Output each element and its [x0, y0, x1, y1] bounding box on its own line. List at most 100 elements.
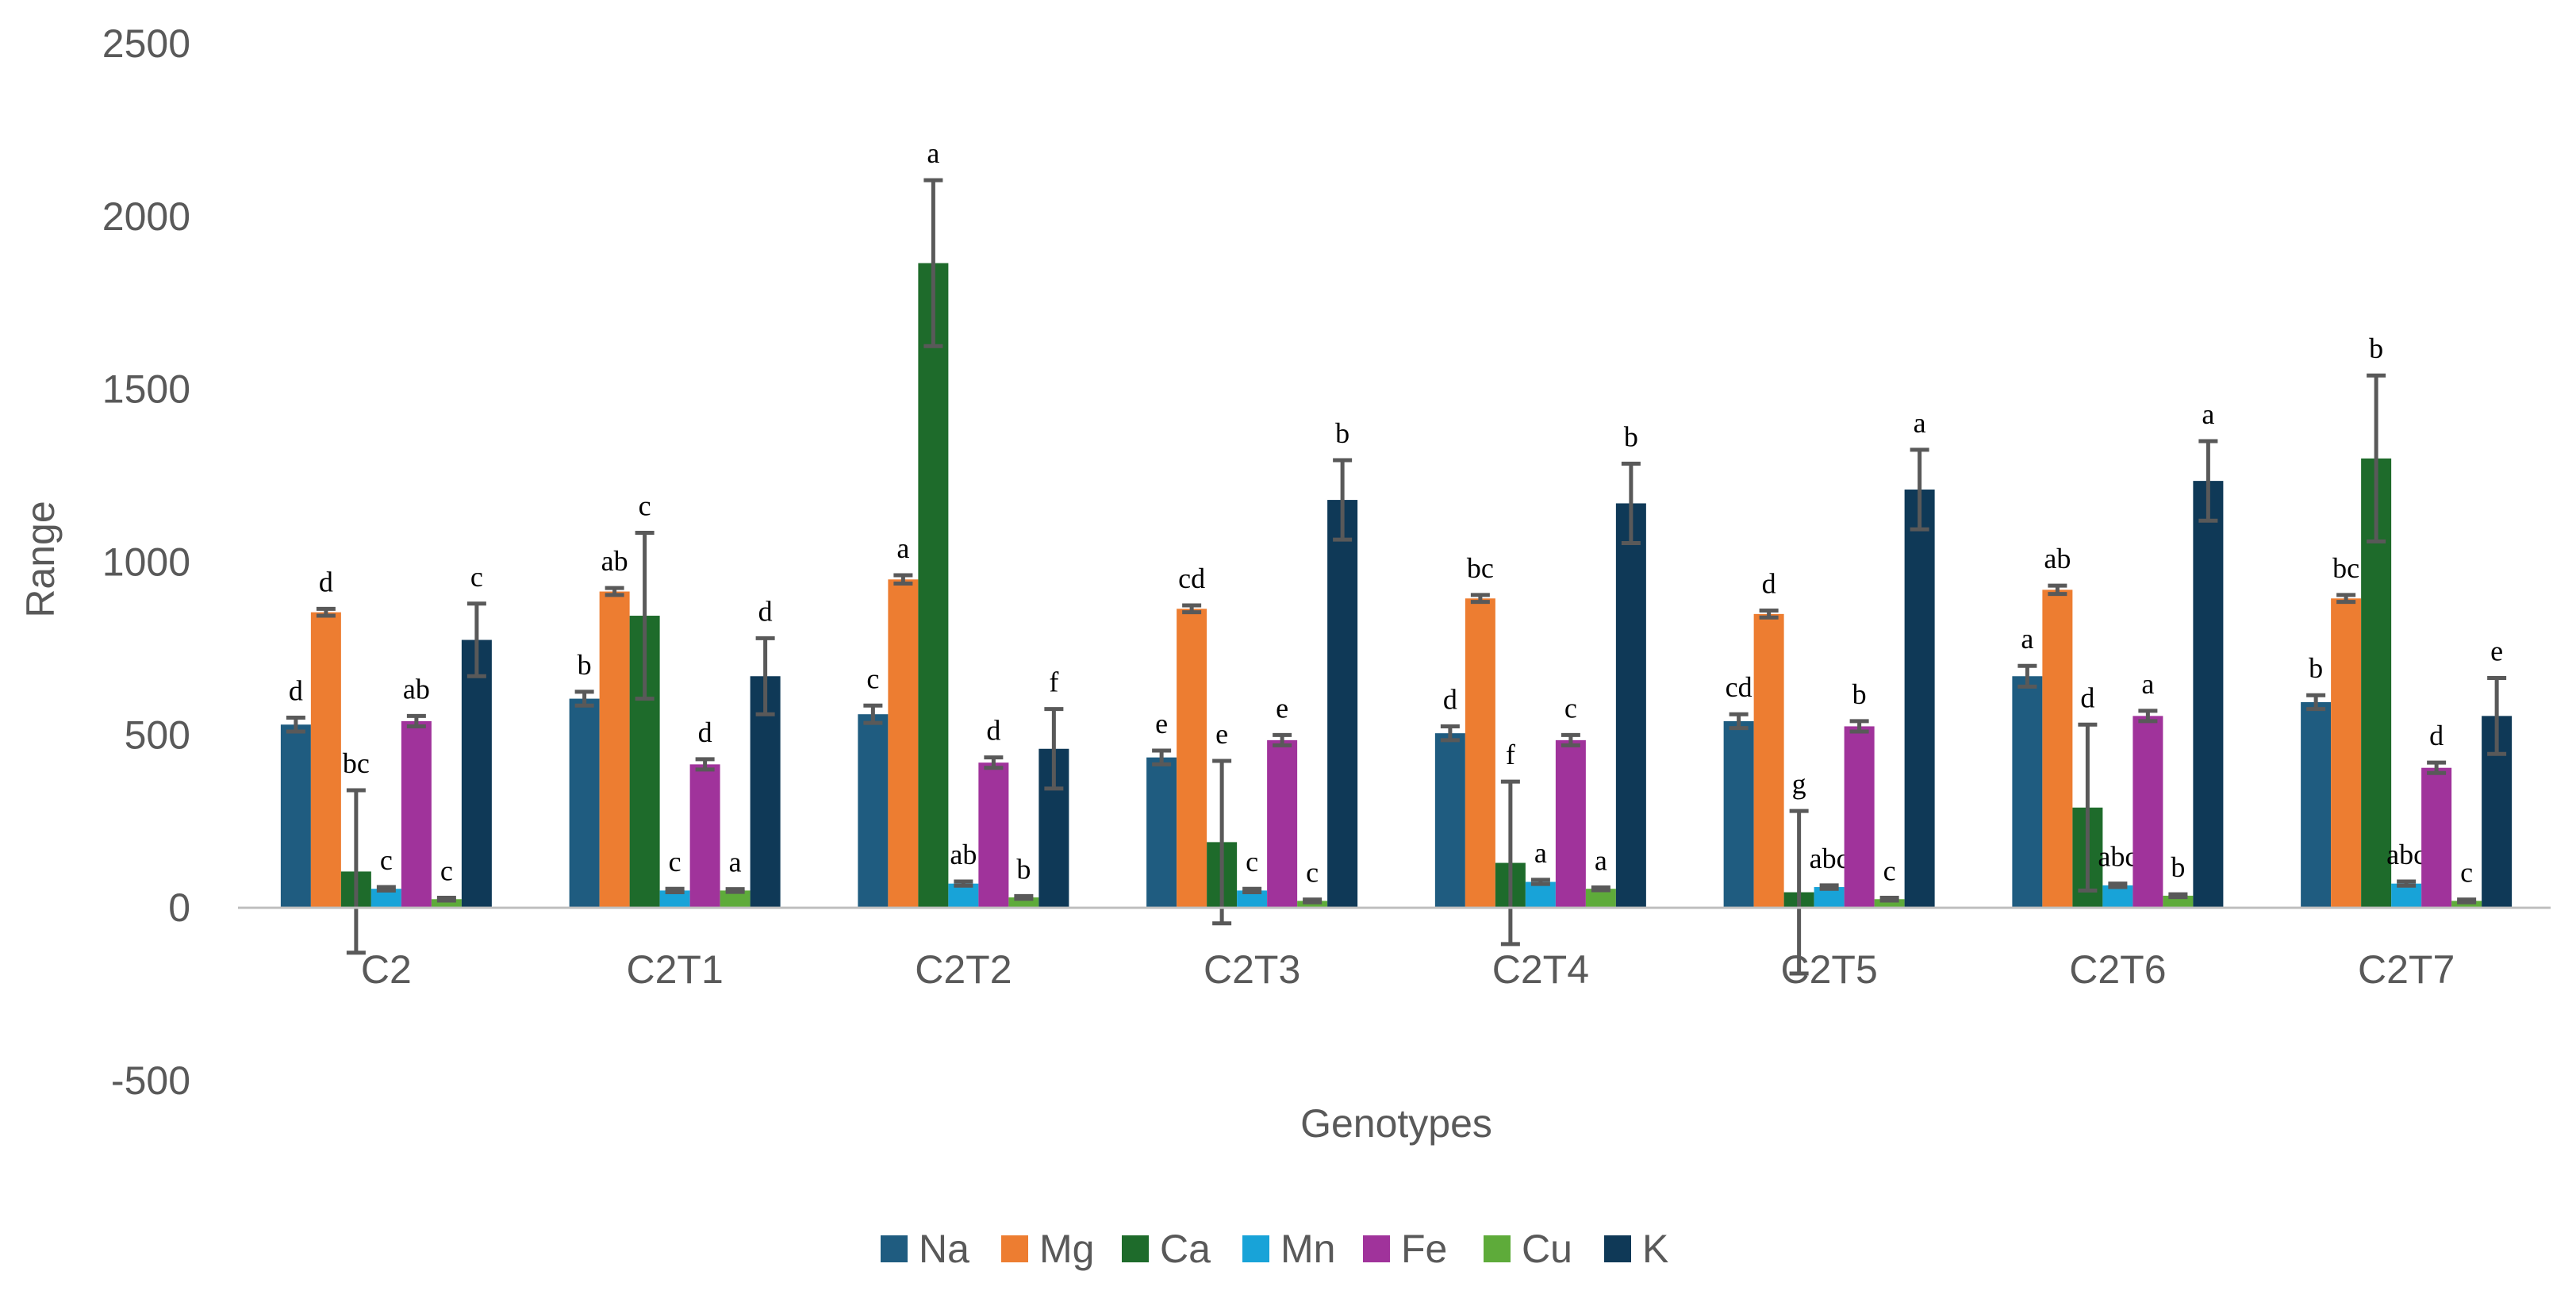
error-bar	[1729, 712, 1749, 731]
bar-mg-c2t2	[888, 579, 919, 908]
error-bar	[695, 757, 715, 772]
bar-fe-c2t7	[2421, 767, 2452, 908]
legend-label: Mn	[1280, 1227, 1335, 1271]
bar-k-c2t4	[1615, 503, 1646, 908]
error-bar	[984, 755, 1004, 770]
error-bar	[406, 713, 426, 728]
bar-mg-c2t6	[2042, 590, 2073, 908]
bar-mg-c2t3	[1177, 609, 1207, 908]
error-bar	[466, 601, 486, 678]
series-mg: dab acd bc dab bc	[310, 532, 2362, 908]
error-bar	[605, 586, 624, 597]
significance-label: a	[1534, 837, 1547, 869]
error-bar	[1849, 719, 1869, 734]
bar-fe-c2t3	[1267, 739, 1298, 908]
legend-label: Cu	[1522, 1227, 1572, 1271]
error-bar	[923, 178, 943, 348]
significance-label: c	[2460, 857, 2473, 889]
significance-label: a	[2141, 668, 2154, 700]
significance-label: b	[2309, 652, 2323, 684]
significance-label: e	[1276, 692, 1288, 724]
error-bar	[2367, 373, 2386, 543]
error-bar	[2306, 693, 2326, 712]
legend: Na Mg Ca Mn Fe Cu K	[881, 1227, 1668, 1271]
y-axis: -500 0 500 1000 1500 2000 2500	[102, 21, 190, 1103]
significance-label: a	[2021, 623, 2033, 655]
error-bar	[1591, 885, 1610, 893]
significance-label: cd	[1178, 563, 1205, 594]
error-bar	[1333, 458, 1353, 542]
significance-label: a	[927, 137, 939, 169]
bar-mg-c2t7	[2331, 598, 2362, 908]
significance-label: a	[896, 532, 909, 564]
error-bar	[574, 689, 594, 708]
error-bar	[2138, 709, 2158, 724]
bar-k-c2t5	[1904, 490, 1935, 908]
bar-mg-c2t5	[1753, 613, 1784, 908]
significance-label: b	[578, 649, 592, 681]
significance-label: c	[669, 846, 681, 878]
x-axis-ticks: C2 C2T1 C2T2 C2T3 C2T4 C2T5 C2T6 C2T7	[361, 947, 2455, 992]
bar-fe-c2t6	[2133, 716, 2163, 908]
significance-label: a	[1595, 844, 1607, 876]
bar-na-c2t7	[2301, 701, 2332, 908]
error-bar	[755, 636, 775, 716]
bar-cu-c2t7	[2451, 901, 2482, 908]
error-bar	[1182, 603, 1202, 615]
y-tick-label: 2500	[102, 21, 190, 66]
bar-na-c2t1	[569, 698, 600, 908]
significance-label: ab	[950, 839, 977, 870]
error-bar	[2336, 593, 2356, 605]
legend-swatch	[1363, 1235, 1390, 1262]
error-bar	[1044, 707, 1064, 791]
bar-fe-c2t4	[1555, 739, 1586, 908]
legend-swatch	[1242, 1235, 1269, 1262]
error-bar	[1621, 461, 1641, 546]
error-bar	[635, 530, 655, 701]
significance-label: f	[1049, 666, 1058, 698]
legend-swatch	[1604, 1235, 1631, 1262]
bar-na-c2t6	[2012, 676, 2043, 908]
x-tick-label: C2T1	[626, 947, 723, 992]
bar-k-c2t3	[1327, 500, 1358, 908]
y-tick-label: 1500	[102, 367, 190, 412]
bar-mn-c2t3	[1237, 890, 1268, 908]
error-bar	[1530, 878, 1550, 886]
legend-swatch	[1001, 1235, 1028, 1262]
bar-cu-c2	[431, 899, 462, 908]
error-bar	[1242, 886, 1262, 895]
significance-label: c	[440, 855, 453, 887]
y-tick-label: -500	[111, 1058, 190, 1103]
error-bar	[286, 716, 305, 734]
legend-item-na: Na	[881, 1227, 969, 1271]
legend-item-k: K	[1604, 1227, 1668, 1271]
bar-fe-c2t5	[1844, 726, 1875, 908]
significance-label: f	[1506, 739, 1515, 770]
error-bar	[1910, 447, 1929, 532]
error-bar	[2078, 722, 2098, 893]
legend-label: Fe	[1401, 1227, 1447, 1271]
error-bar	[1561, 732, 1580, 747]
y-tick-label: 0	[168, 885, 190, 930]
significance-label: b	[1016, 853, 1031, 885]
bar-na-c2t4	[1434, 733, 1465, 908]
error-bar	[1789, 808, 1809, 976]
significance-label: bc	[1467, 552, 1494, 584]
legend-item-mg: Mg	[1001, 1227, 1094, 1271]
x-tick-label: C2T7	[2358, 947, 2455, 992]
significance-label: c	[1564, 692, 1577, 724]
error-bar	[893, 573, 913, 586]
legend-item-fe: Fe	[1363, 1227, 1447, 1271]
legend-label: Na	[919, 1227, 969, 1271]
error-bar	[2198, 439, 2218, 523]
error-bar	[2457, 897, 2477, 904]
error-bar	[1273, 732, 1292, 747]
significance-label: c	[639, 490, 651, 521]
bar-k-c2	[461, 639, 492, 908]
legend-item-cu: Cu	[1484, 1227, 1572, 1271]
